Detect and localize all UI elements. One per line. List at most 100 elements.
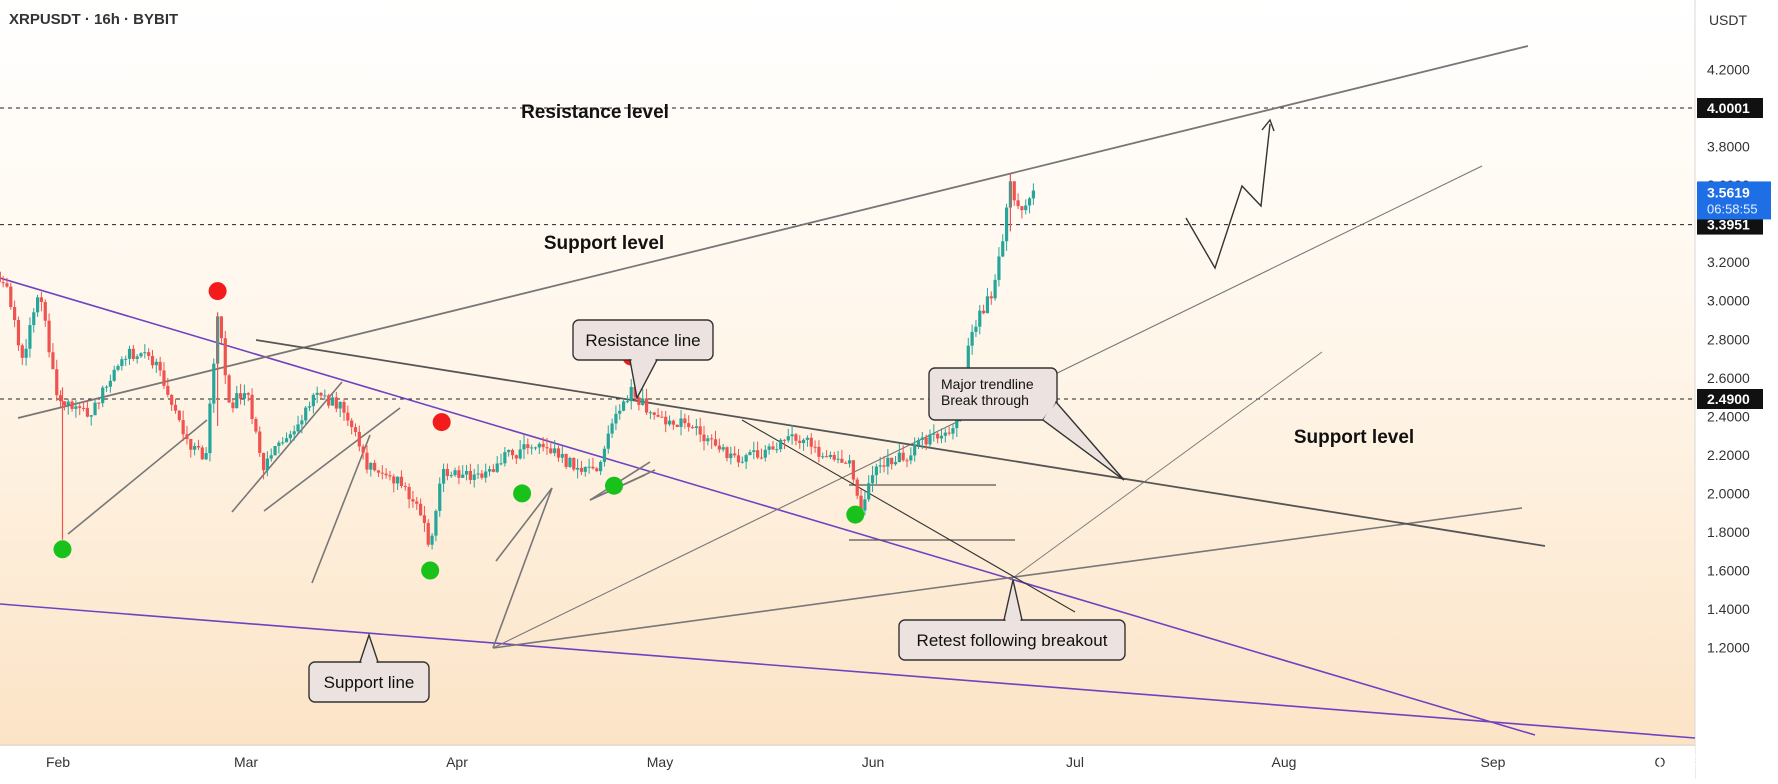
candle[interactable] — [449, 471, 453, 478]
candle[interactable] — [794, 432, 798, 446]
candle[interactable] — [434, 509, 438, 542]
candle[interactable] — [752, 441, 756, 460]
candle[interactable] — [840, 449, 844, 463]
candle[interactable] — [158, 356, 162, 377]
candle[interactable] — [694, 418, 698, 436]
candle[interactable] — [621, 398, 626, 412]
candle[interactable] — [717, 438, 721, 453]
candle[interactable] — [464, 464, 469, 481]
callout-resistance-line[interactable]: Resistance line — [572, 319, 714, 401]
candle[interactable] — [641, 388, 645, 406]
candle[interactable] — [549, 443, 553, 455]
candle[interactable] — [85, 400, 89, 418]
candle[interactable] — [786, 428, 790, 443]
candle[interactable] — [813, 440, 817, 453]
candle[interactable] — [591, 457, 595, 470]
candle[interactable] — [350, 418, 354, 435]
candle[interactable] — [258, 426, 262, 457]
candle[interactable] — [1004, 203, 1009, 251]
candle[interactable] — [514, 454, 518, 464]
candle[interactable] — [545, 437, 549, 455]
candle[interactable] — [625, 395, 630, 404]
candle[interactable] — [491, 464, 495, 473]
candle[interactable] — [330, 393, 335, 406]
candle[interactable] — [373, 460, 377, 472]
candle[interactable] — [66, 398, 70, 415]
candle[interactable] — [47, 313, 51, 358]
candle[interactable] — [281, 437, 285, 446]
candle[interactable] — [277, 440, 281, 454]
candle[interactable] — [353, 423, 358, 437]
candle[interactable] — [671, 419, 675, 430]
candle[interactable] — [208, 398, 212, 462]
candle[interactable] — [242, 384, 247, 406]
candle[interactable] — [503, 447, 507, 467]
candle[interactable] — [16, 316, 21, 351]
candle[interactable] — [572, 457, 576, 472]
candle[interactable] — [58, 390, 63, 408]
candle[interactable] — [729, 446, 733, 465]
candle[interactable] — [143, 344, 147, 359]
candle[interactable] — [702, 425, 706, 451]
candle[interactable] — [629, 379, 633, 410]
candle[interactable] — [39, 291, 44, 312]
flag-line-4[interactable] — [231, 381, 343, 513]
channel-upper-line[interactable] — [17, 45, 1529, 419]
candle[interactable] — [365, 445, 369, 474]
candle[interactable] — [177, 410, 181, 422]
candle[interactable] — [357, 425, 361, 452]
candle[interactable] — [828, 451, 833, 460]
candle[interactable] — [5, 277, 9, 288]
candle[interactable] — [943, 428, 947, 443]
candle[interactable] — [108, 374, 112, 393]
candle[interactable] — [284, 432, 289, 443]
candle[interactable] — [579, 460, 584, 476]
candle[interactable] — [396, 476, 400, 491]
candle[interactable] — [388, 470, 392, 481]
candle[interactable] — [614, 405, 618, 431]
candle[interactable] — [399, 470, 404, 489]
pivot-low-marker[interactable] — [846, 505, 865, 524]
candle[interactable] — [507, 449, 511, 457]
candle[interactable] — [748, 449, 752, 456]
level-price-tag[interactable]: 4.0001 — [1697, 98, 1763, 118]
candle[interactable] — [189, 438, 193, 458]
candle[interactable] — [453, 467, 457, 477]
candle[interactable] — [369, 462, 373, 477]
candle[interactable] — [533, 446, 538, 451]
candle[interactable] — [817, 440, 821, 463]
candle[interactable] — [334, 391, 338, 413]
candle[interactable] — [0, 269, 1, 284]
candle[interactable] — [664, 410, 668, 433]
candle[interactable] — [1024, 199, 1028, 215]
candle[interactable] — [874, 463, 878, 485]
candle[interactable] — [93, 399, 97, 416]
candle[interactable] — [1031, 183, 1035, 205]
candle[interactable] — [261, 452, 266, 480]
candle[interactable] — [62, 401, 67, 411]
candle[interactable] — [690, 425, 695, 429]
candle[interactable] — [740, 456, 744, 464]
candle[interactable] — [537, 442, 541, 455]
candle[interactable] — [422, 506, 427, 532]
pivot-high-marker[interactable] — [208, 282, 227, 301]
candle[interactable] — [890, 457, 894, 470]
candle[interactable] — [315, 386, 319, 404]
candle[interactable] — [855, 477, 859, 500]
candle[interactable] — [863, 491, 867, 516]
candle[interactable] — [273, 445, 277, 456]
candle[interactable] — [568, 456, 572, 468]
candle[interactable] — [120, 356, 124, 371]
candle[interactable] — [928, 429, 932, 448]
candle[interactable] — [223, 330, 227, 384]
candle[interactable] — [51, 343, 55, 370]
candle[interactable] — [599, 460, 603, 476]
candle[interactable] — [1012, 181, 1016, 206]
candle[interactable] — [606, 425, 610, 454]
candle[interactable] — [595, 466, 599, 472]
candle[interactable] — [805, 435, 810, 447]
candle[interactable] — [20, 343, 24, 365]
candle[interactable] — [212, 358, 216, 413]
